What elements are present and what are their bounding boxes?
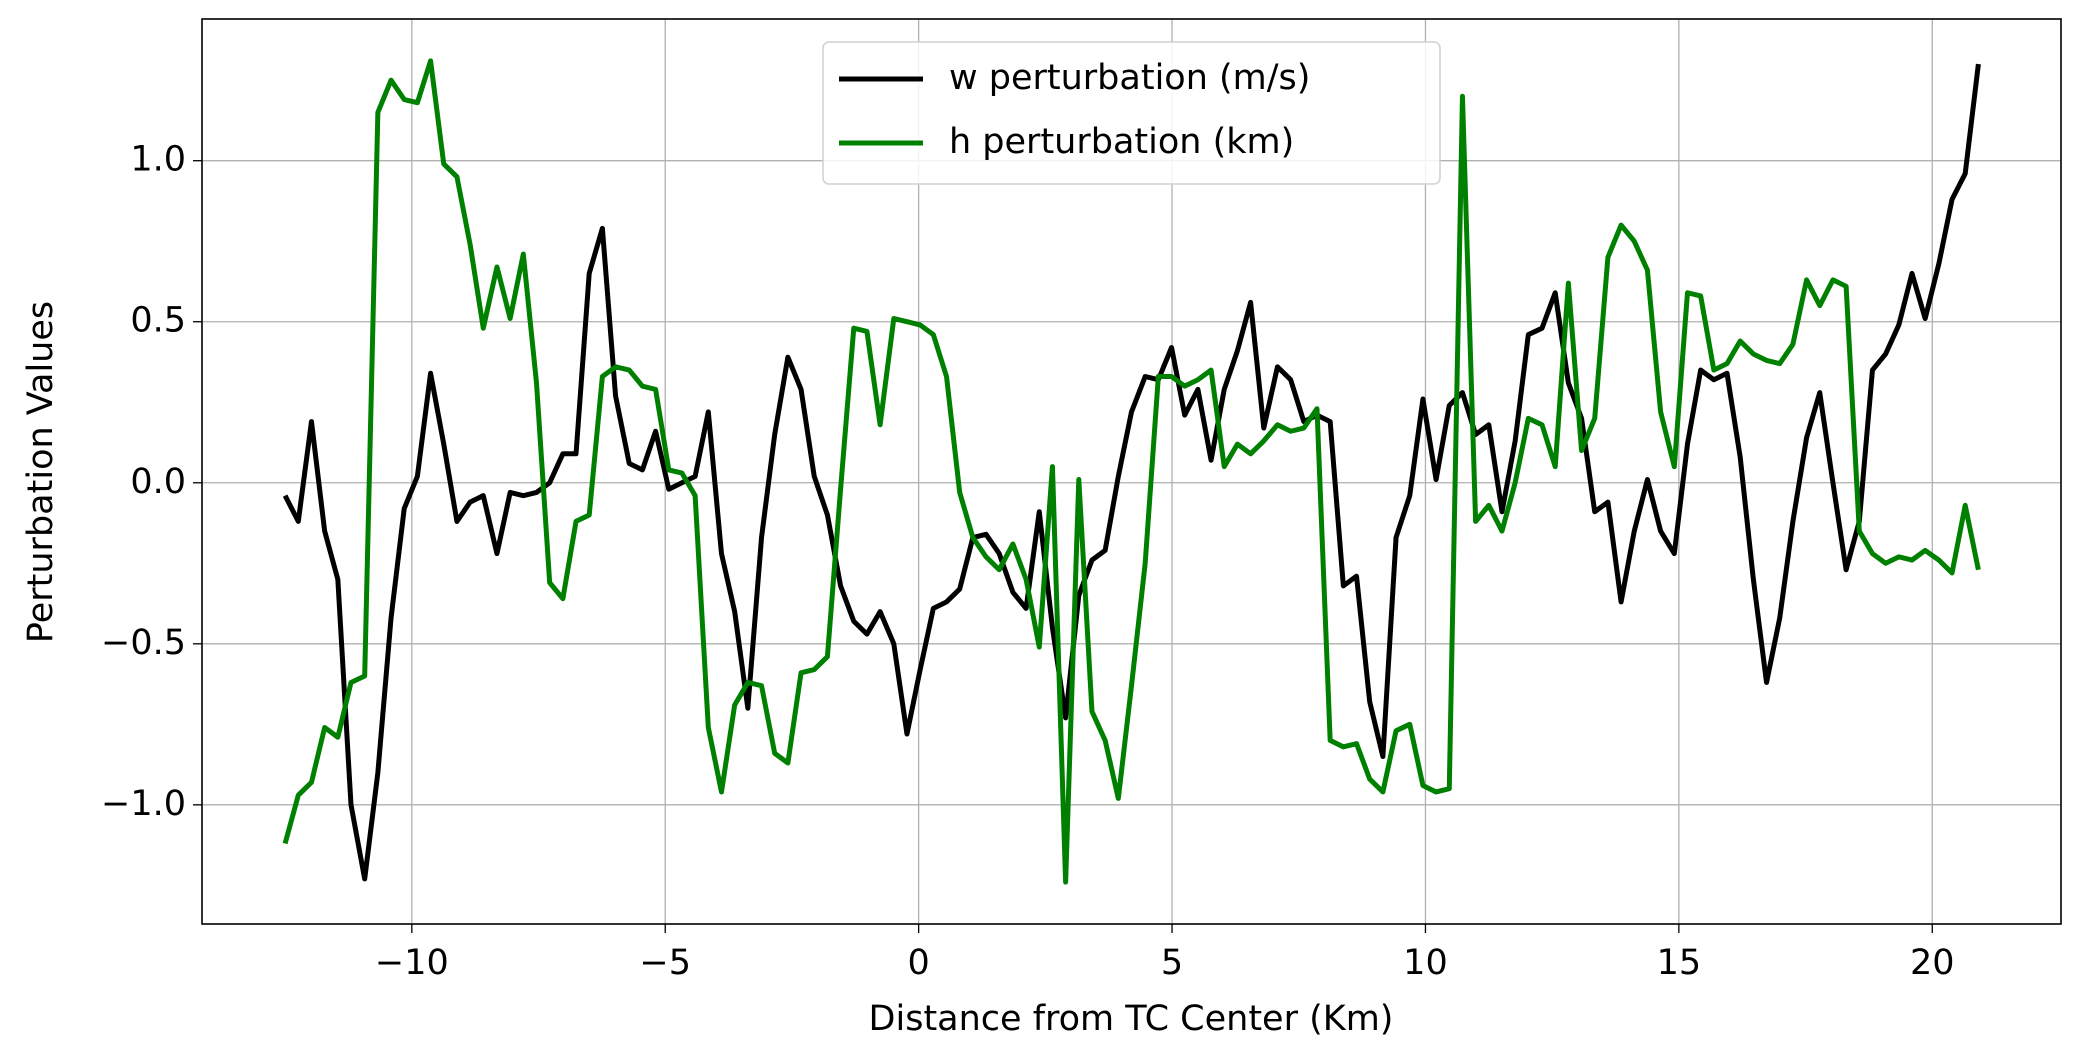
y-tick-label: 0.0 xyxy=(130,462,186,502)
x-tick-label: −10 xyxy=(375,943,449,983)
x-tick-label: 20 xyxy=(1910,943,1955,983)
y-tick-label: −0.5 xyxy=(101,623,186,663)
x-axis-label: Distance from TC Center (Km) xyxy=(869,999,1394,1039)
y-tick-label: −1.0 xyxy=(101,784,186,824)
x-tick-label: 15 xyxy=(1657,943,1702,983)
plot-frame xyxy=(201,18,2062,925)
x-tick-label: 10 xyxy=(1403,943,1448,983)
y-axis-label: Perturbation Values xyxy=(21,301,61,643)
x-tick-label: −5 xyxy=(639,943,691,983)
legend-label: w perturbation (m/s) xyxy=(949,58,1310,98)
line-series xyxy=(282,63,1981,882)
y-tick-label: 1.0 xyxy=(130,140,186,180)
x-tick-label: 0 xyxy=(907,943,929,983)
y-tick-label: 0.5 xyxy=(130,301,186,341)
legend-box xyxy=(822,41,1441,185)
x-tick-label: 5 xyxy=(1161,943,1183,983)
legend-label: h perturbation (km) xyxy=(949,122,1294,162)
line-series xyxy=(282,58,1981,885)
